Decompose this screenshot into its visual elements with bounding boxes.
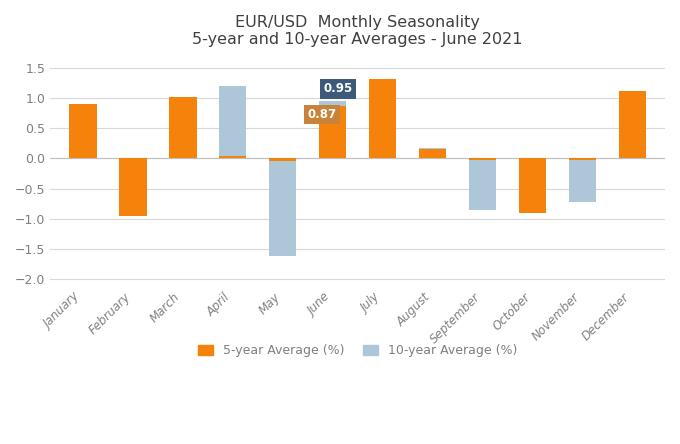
Bar [319,101,346,159]
Text: 0.87: 0.87 [307,108,337,121]
Bar [119,159,147,190]
Bar [69,104,97,159]
Bar [519,159,546,213]
Bar [119,159,147,216]
Bar [469,159,496,160]
Bar [69,145,97,159]
Bar [269,159,296,257]
Bar [419,148,446,159]
Bar [469,159,496,210]
Bar [619,91,646,159]
Title: EUR/USD  Monthly Seasonality
5-year and 10-year Averages - June 2021: EUR/USD Monthly Seasonality 5-year and 1… [192,15,523,48]
Bar [369,79,396,159]
Bar [519,159,546,192]
Text: 0.95: 0.95 [323,83,352,95]
Bar [319,106,346,159]
Bar [169,97,197,159]
Bar [568,159,596,202]
Bar [619,130,646,159]
Bar [369,150,396,159]
Bar [169,148,197,159]
Bar [219,156,246,159]
Bar [219,87,246,159]
Bar [269,159,296,161]
Legend: 5-year Average (%), 10-year Average (%): 5-year Average (%), 10-year Average (%) [193,339,522,362]
Bar [568,159,596,160]
Bar [419,149,446,159]
